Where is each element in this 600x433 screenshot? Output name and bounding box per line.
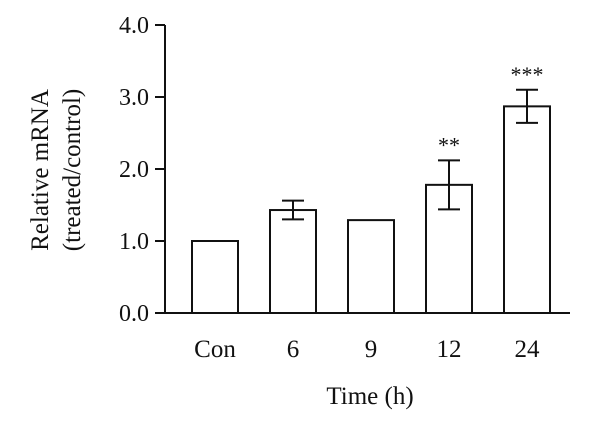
bar-4 [503, 105, 551, 314]
x-tick-label-0: Con [194, 336, 236, 363]
y-tick-label-2: 2.0 [119, 157, 149, 183]
y-axis-title-line-1: Relative mRNA [27, 89, 54, 251]
x-tick-label-3: 12 [437, 336, 462, 363]
significance-marker-4: *** [511, 62, 544, 87]
error-bars [282, 88, 538, 221]
significance-markers: ***** [438, 62, 544, 158]
y-tick-label-4: 4.0 [119, 13, 149, 39]
y-axis: 0.0 1.0 2.0 3.0 4.0 [119, 13, 166, 327]
y-tick-label-1: 1.0 [119, 229, 149, 255]
bar-1 [269, 209, 317, 314]
y-tick-label-0: 0.0 [119, 301, 149, 327]
y-tick-label-3: 3.0 [119, 85, 149, 111]
significance-marker-3: ** [438, 132, 460, 157]
bar-2 [347, 219, 395, 314]
x-tick-label-2: 9 [365, 336, 378, 363]
x-axis: Con 6 9 12 24 [165, 312, 570, 363]
bar-0 [191, 240, 239, 314]
bars [191, 105, 551, 314]
x-tick-label-1: 6 [287, 336, 300, 363]
y-axis-title-line-2: (treated/control) [59, 89, 86, 251]
x-axis-title: Time (h) [326, 383, 413, 410]
x-tick-label-4: 24 [515, 336, 541, 363]
